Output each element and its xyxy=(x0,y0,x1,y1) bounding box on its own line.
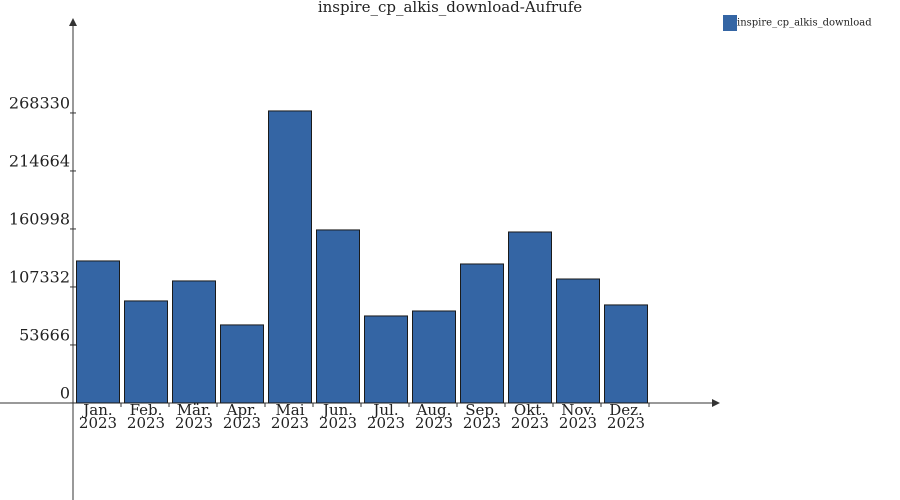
bar xyxy=(172,280,216,404)
y-tick-label: 107332 xyxy=(9,267,70,286)
bar xyxy=(556,278,600,404)
x-tick-label: 2023 xyxy=(175,414,213,432)
x-tick-label: Okt. xyxy=(514,401,546,419)
chart-title: inspire_cp_alkis_download-Aufrufe xyxy=(318,0,582,16)
bar xyxy=(412,310,456,404)
x-tick-label: Jul. xyxy=(371,401,398,419)
x-tick-label: Aug. xyxy=(416,401,452,419)
y-tick-label: 53666 xyxy=(19,325,70,344)
x-tick-label: Dez. xyxy=(609,401,643,419)
bar xyxy=(220,324,264,404)
x-tick-label: Mär. xyxy=(177,401,212,419)
x-tick-label: Sep. xyxy=(465,401,499,419)
bar xyxy=(268,110,312,404)
bar xyxy=(604,304,648,404)
x-tick-label: 2023 xyxy=(319,414,357,432)
x-tick-label: 2023 xyxy=(223,414,261,432)
x-tick-label: 2023 xyxy=(511,414,549,432)
y-tick-label: 0 xyxy=(60,383,70,402)
bar xyxy=(364,315,408,404)
y-tick-label: 268330 xyxy=(9,93,70,112)
x-tick-label: Apr. xyxy=(226,401,258,419)
x-tick-label: 2023 xyxy=(79,414,117,432)
x-tick-label: 2023 xyxy=(127,414,165,432)
bar xyxy=(316,229,360,404)
x-tick-label: 2023 xyxy=(367,414,405,432)
x-tick-label: Jan. xyxy=(81,401,112,419)
x-tick-label: Jun. xyxy=(321,401,353,419)
bar xyxy=(76,260,120,404)
bar xyxy=(460,263,504,404)
x-axis-arrow xyxy=(712,398,720,407)
legend-label: inspire_cp_alkis_download xyxy=(737,18,872,29)
bar xyxy=(508,231,552,404)
y-tick-label: 214664 xyxy=(9,151,70,170)
legend-swatch xyxy=(723,15,737,31)
y-axis-arrow xyxy=(69,18,77,26)
x-tick-label: Nov. xyxy=(561,401,595,419)
x-tick-label: Mai xyxy=(275,401,304,419)
x-tick-label: 2023 xyxy=(415,414,453,432)
y-tick-label: 160998 xyxy=(9,209,70,228)
x-tick-label: 2023 xyxy=(559,414,597,432)
x-tick-label: 2023 xyxy=(271,414,309,432)
x-tick-label: 2023 xyxy=(463,414,501,432)
bar xyxy=(124,300,168,404)
x-tick-label: 2023 xyxy=(607,414,645,432)
x-tick-label: Feb. xyxy=(130,401,163,419)
